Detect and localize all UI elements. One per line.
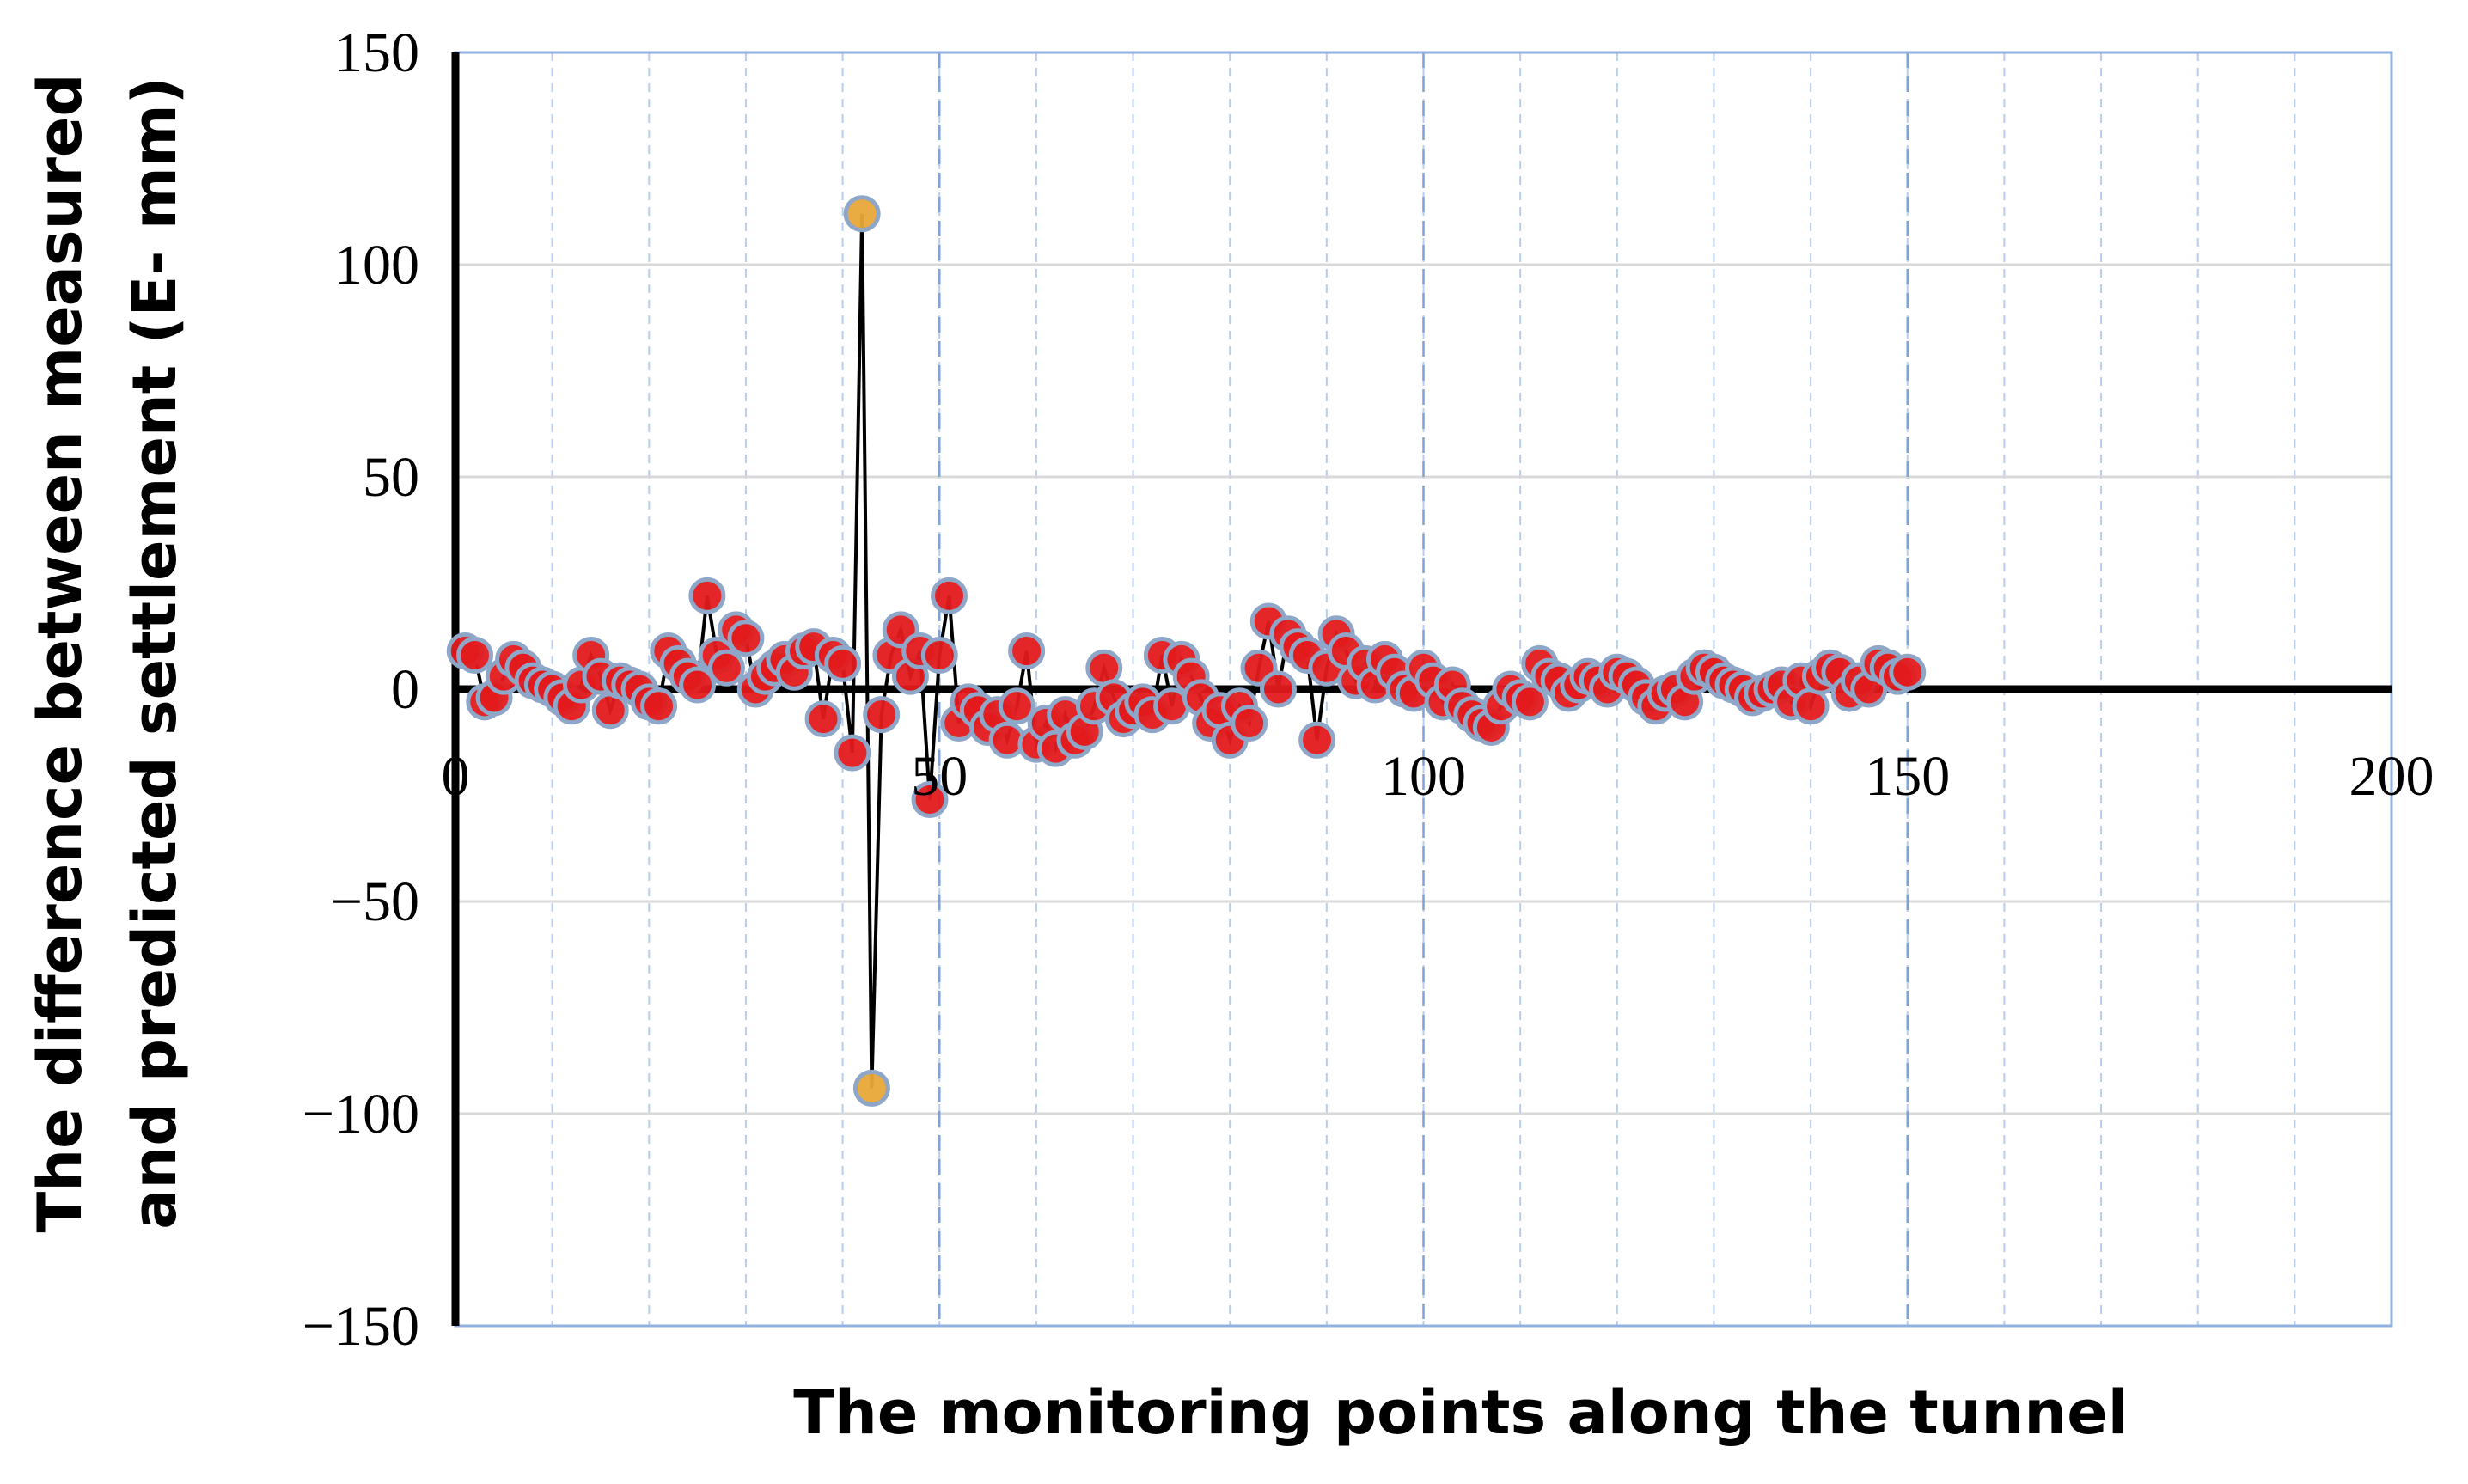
y-tick-label: 50 [363, 446, 419, 509]
y-tick-label: 0 [391, 658, 419, 721]
marker [911, 780, 949, 818]
marker [1260, 670, 1298, 708]
y-tick-label: 150 [334, 21, 419, 84]
marker [727, 620, 765, 657]
marker [1298, 721, 1336, 759]
marker [1231, 705, 1268, 742]
x-tick-label: 150 [1865, 745, 1950, 808]
y-tick-label: −50 [331, 870, 419, 933]
y-axis-title: and predicted settlement (E- mm) [119, 76, 190, 1229]
marker [852, 1069, 890, 1107]
y-tick-label: 100 [334, 234, 419, 296]
marker [1889, 653, 1927, 691]
x-tick-label: 200 [2349, 745, 2434, 808]
marker [1008, 632, 1046, 670]
marker [456, 636, 494, 674]
marker [843, 195, 881, 233]
y-axis-title: The difference between measured [25, 73, 95, 1232]
marker [920, 636, 958, 674]
marker [707, 649, 745, 687]
y-tick-label: −150 [302, 1295, 419, 1358]
marker [824, 644, 862, 682]
marker [863, 696, 901, 734]
marker [1511, 683, 1549, 721]
marker [640, 687, 678, 725]
x-tick-label: 50 [911, 745, 968, 808]
marker [931, 577, 968, 614]
marker [998, 687, 1035, 725]
y-tick-label: −100 [302, 1083, 419, 1145]
plot [446, 195, 1927, 1107]
marker [804, 700, 842, 738]
x-axis-title: The monitoring points along the tunnel [793, 1377, 2128, 1448]
marker [679, 666, 717, 704]
x-tick-label: 100 [1381, 745, 1466, 808]
x-tick-label: 0 [442, 745, 470, 808]
marker [834, 734, 871, 772]
marker [688, 577, 726, 614]
